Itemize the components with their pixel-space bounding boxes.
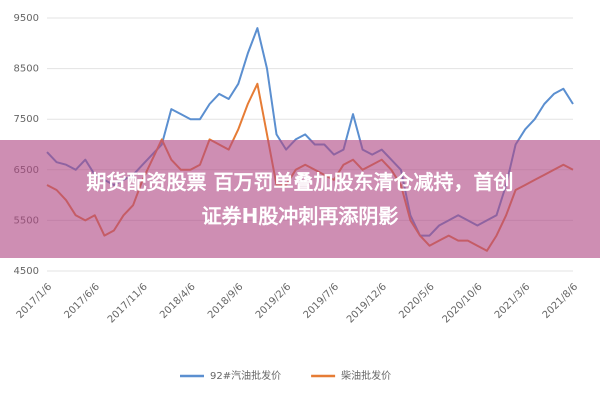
banner-line: 期货配资股票 百万罚单叠加股东清仓减持，首创 bbox=[86, 170, 514, 194]
y-tick-label: 7500 bbox=[14, 114, 39, 125]
x-tick-label: 2021/8/6 bbox=[541, 281, 581, 321]
x-tick-label: 2019/7/6 bbox=[302, 281, 342, 321]
x-tick-label: 2018/9/6 bbox=[206, 281, 246, 321]
y-tick-label: 4500 bbox=[14, 266, 39, 277]
x-tick-label: 2017/11/6 bbox=[106, 281, 150, 325]
x-tick-label: 2017/1/6 bbox=[15, 281, 55, 321]
y-tick-label: 8500 bbox=[14, 64, 39, 75]
x-tick-label: 2018/4/6 bbox=[158, 281, 198, 321]
x-tick-label: 2020/5/6 bbox=[397, 281, 437, 321]
legend-label: 柴油批发价 bbox=[341, 369, 391, 382]
x-tick-label: 2019/12/6 bbox=[345, 281, 389, 325]
y-tick-label: 9500 bbox=[14, 13, 39, 24]
banner-line: 证券H股冲刺再添阴影 bbox=[201, 204, 399, 228]
x-tick-label: 2017/6/6 bbox=[63, 281, 103, 321]
legend-label: 92#汽油批发价 bbox=[210, 369, 281, 382]
x-tick-label: 2021/3/6 bbox=[493, 281, 533, 321]
banner: 期货配资股票 百万罚单叠加股东清仓减持，首创 证券H股冲刺再添阴影 bbox=[0, 140, 600, 258]
x-tick-label: 2019/2/6 bbox=[254, 281, 294, 321]
x-tick-label: 2020/10/6 bbox=[441, 281, 485, 325]
